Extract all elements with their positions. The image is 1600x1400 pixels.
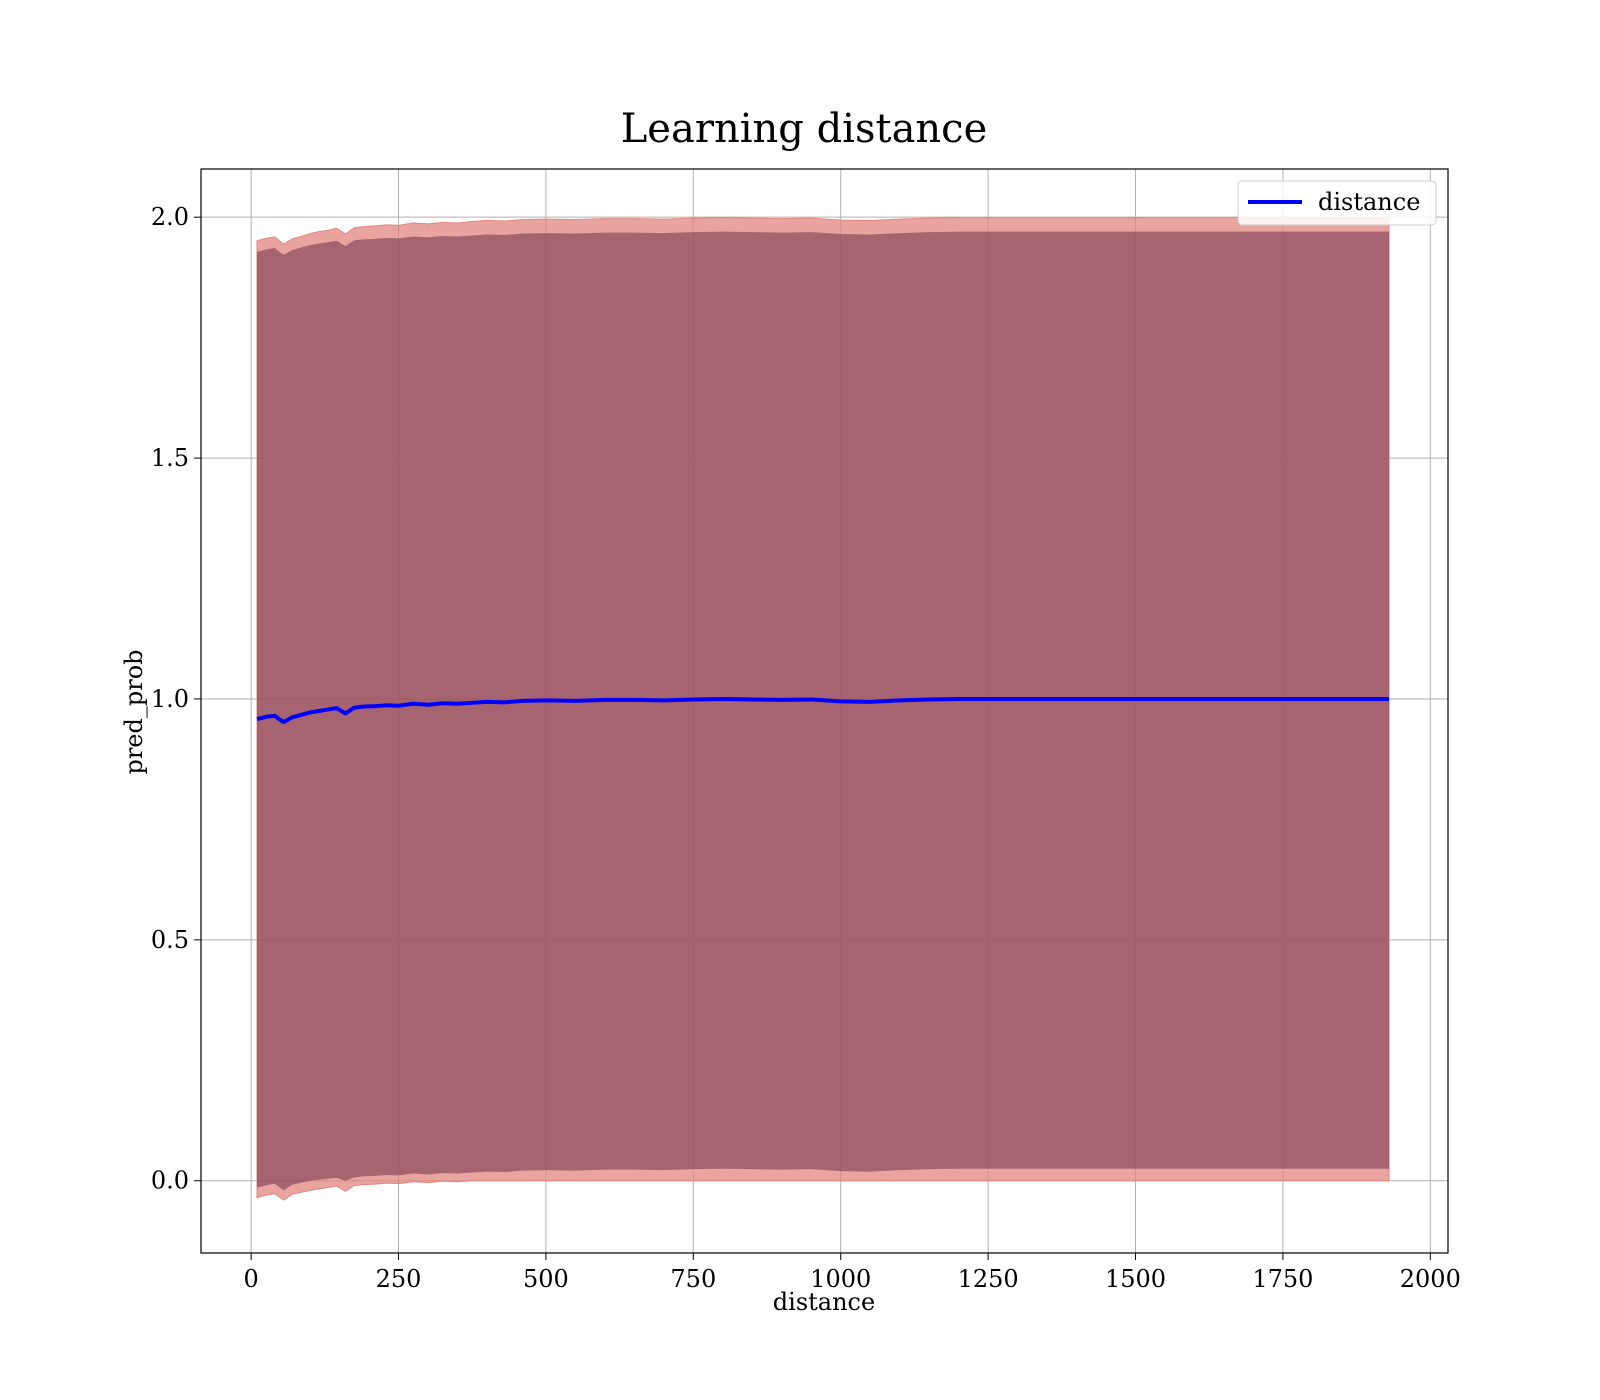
x-tick-label: 750 <box>670 1265 716 1293</box>
series-line-distance <box>256 696 1390 725</box>
legend: distance <box>1237 180 1437 226</box>
y-tick-label: 1.0 <box>151 685 189 713</box>
x-tick-label: 1250 <box>958 1265 1019 1293</box>
x-tick-label: 250 <box>376 1265 422 1293</box>
x-tick-label: 1750 <box>1252 1265 1313 1293</box>
x-tick-label: 500 <box>523 1265 569 1293</box>
x-tick-label: 1000 <box>810 1265 871 1293</box>
plot-frame <box>200 168 1449 1254</box>
inner-band <box>257 231 1390 1191</box>
confidence-bands <box>256 217 1390 1201</box>
x-tick-label: 2000 <box>1400 1265 1461 1293</box>
x-tick-label: 0 <box>243 1265 258 1293</box>
x-tick-label: 1500 <box>1105 1265 1166 1293</box>
y-tick-label: 0.0 <box>151 1167 189 1195</box>
y-tick-label: 2.0 <box>151 203 189 231</box>
chart-title: Learning distance <box>621 106 988 152</box>
legend-label: distance <box>1318 188 1420 216</box>
x-axis-label: distance <box>773 1288 875 1316</box>
y-tick-label: 1.5 <box>151 444 189 472</box>
y-axis-label: pred_prob <box>120 649 148 774</box>
y-tick-label: 0.5 <box>151 926 189 954</box>
series-lines <box>256 696 1390 725</box>
legend-box <box>1237 180 1437 226</box>
y-axis-ticks: 0.0 0.5 1.0 1.5 2.0 <box>151 203 201 1195</box>
x-axis-ticks: 0 250 500 750 1000 1250 1500 1750 2000 <box>243 1253 1461 1293</box>
